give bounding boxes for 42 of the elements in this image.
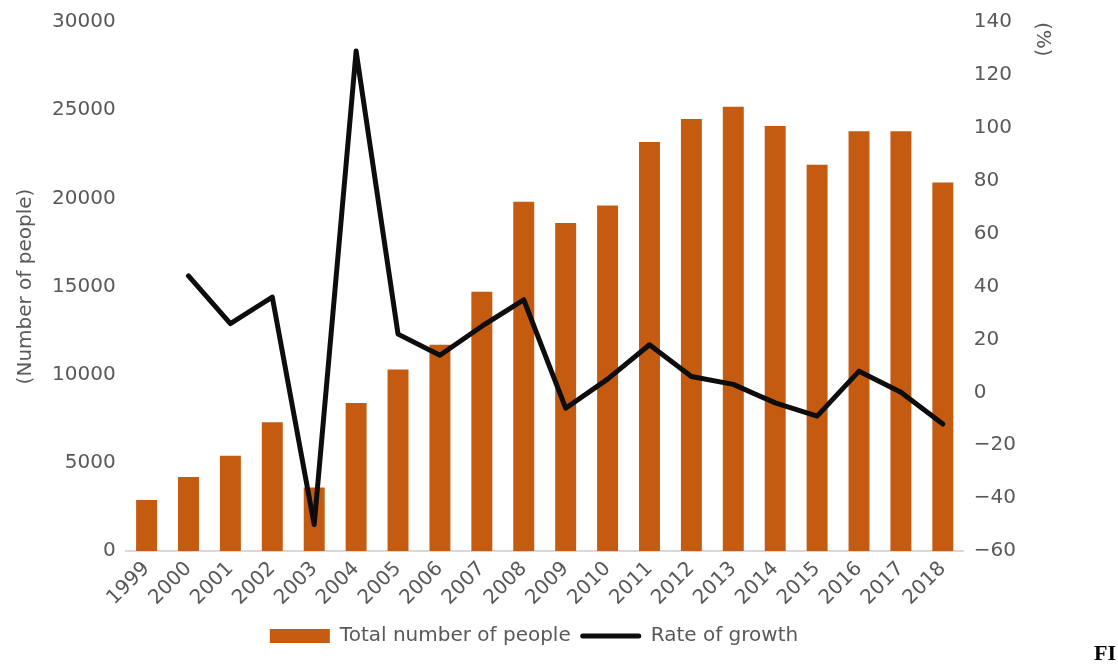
y2-tick-label: 100 xyxy=(973,114,1012,139)
y-tick-label: 30000 xyxy=(52,8,116,33)
y-tick-label: 5000 xyxy=(64,449,116,474)
y2-axis-title: (%) xyxy=(1031,22,1056,57)
y2-tick-label: −40 xyxy=(973,484,1017,509)
y2-tick-label: 0 xyxy=(973,378,987,403)
y2-tick-label: 140 xyxy=(973,8,1012,33)
y2-tick-label: 120 xyxy=(973,61,1012,86)
bar xyxy=(764,126,786,552)
bar xyxy=(806,164,828,552)
bar xyxy=(136,499,158,552)
bar xyxy=(680,118,702,552)
bar xyxy=(848,131,870,552)
y2-tick-label: 40 xyxy=(973,272,1000,297)
y-tick-label: 0 xyxy=(102,537,116,562)
bar xyxy=(429,344,451,552)
bar xyxy=(932,182,954,552)
bar xyxy=(387,369,409,552)
bar xyxy=(555,223,577,552)
y2-tick-label: 60 xyxy=(973,219,1000,244)
bar xyxy=(345,402,367,552)
bar xyxy=(890,131,912,552)
y2-tick-label: 80 xyxy=(973,166,1000,191)
bar xyxy=(261,422,283,552)
y-tick-label: 20000 xyxy=(52,184,116,209)
bar xyxy=(722,106,744,552)
y2-tick-label: −60 xyxy=(973,537,1017,562)
y-tick-label: 10000 xyxy=(52,360,116,385)
y-axis-title: (Number of people) xyxy=(12,188,37,385)
bar xyxy=(513,201,535,552)
y2-tick-label: 20 xyxy=(973,325,1000,350)
bar xyxy=(219,455,241,552)
text: FI xyxy=(1094,640,1116,666)
y-tick-label: 15000 xyxy=(52,272,116,297)
legend-label: Total number of people xyxy=(338,622,571,647)
y2-tick-label: −20 xyxy=(973,431,1017,456)
bar xyxy=(597,205,619,552)
bar xyxy=(178,476,199,552)
bar xyxy=(471,291,493,552)
bar xyxy=(639,141,660,552)
y-tick-label: 25000 xyxy=(52,96,116,121)
legend-label: Rate of growth xyxy=(650,622,799,647)
